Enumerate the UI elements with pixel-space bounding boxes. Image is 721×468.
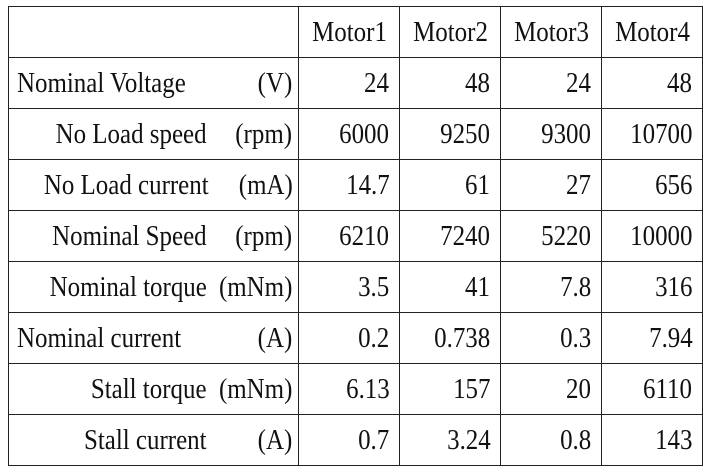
row-label-cell: Nominal torque (mNm) — [7, 261, 300, 313]
parameter-unit: (rpm) — [235, 219, 293, 252]
table-row: No Load current (mA) 14.7 61 27 656 — [7, 159, 704, 211]
parameter-name: Stall current — [84, 423, 207, 456]
row-label-cell: Nominal current (A) — [7, 312, 300, 364]
header-row: Motor1 Motor2 Motor3 Motor4 — [7, 6, 704, 58]
motor-spec-table-wrapper: Motor1 Motor2 Motor3 Motor4 Nominal Volt… — [7, 6, 704, 466]
value-cell: 316 — [601, 261, 704, 313]
value-cell: 6110 — [601, 363, 704, 415]
value-cell: 6210 — [298, 210, 401, 262]
motor-spec-table: Motor1 Motor2 Motor3 Motor4 Nominal Volt… — [7, 6, 704, 466]
value-cell: 20 — [500, 363, 603, 415]
parameter-unit: (mNm) — [218, 372, 293, 405]
row-label-cell: Stall current (A) — [7, 414, 300, 466]
value-cell: 10700 — [601, 108, 704, 160]
value-cell: 24 — [298, 57, 401, 109]
table-row: Nominal Voltage (V) 24 48 24 48 — [7, 57, 704, 109]
parameter-name: No Load current — [43, 168, 209, 201]
value-cell: 7.8 — [500, 261, 603, 313]
value-cell: 3.5 — [298, 261, 401, 313]
value-cell: 0.738 — [399, 312, 502, 364]
column-header-label: Motor1 — [311, 15, 387, 48]
value-cell: 6.13 — [298, 363, 401, 415]
value-cell: 9250 — [399, 108, 502, 160]
value-cell: 0.2 — [298, 312, 401, 364]
parameter-name: No Load speed — [56, 117, 207, 150]
parameter-unit: (rpm) — [235, 117, 293, 150]
table-row: Nominal Speed (rpm) 6210 7240 5220 10000 — [7, 210, 704, 262]
value-cell: 14.7 — [298, 159, 401, 211]
table-row: No Load speed (rpm) 6000 9250 9300 10700 — [7, 108, 704, 160]
table-row: Nominal current (A) 0.2 0.738 0.3 7.94 — [7, 312, 704, 364]
value-cell: 3.24 — [399, 414, 502, 466]
value-cell: 48 — [399, 57, 502, 109]
value-cell: 10000 — [601, 210, 704, 262]
value-cell: 27 — [500, 159, 603, 211]
value-cell: 24 — [500, 57, 603, 109]
value-cell: 157 — [399, 363, 502, 415]
corner-cell — [7, 6, 300, 58]
parameter-unit: (A) — [257, 423, 293, 456]
parameter-name: Nominal torque — [49, 270, 207, 303]
row-label-cell: Stall torque (mNm) — [7, 363, 300, 415]
parameter-unit: (mA) — [238, 168, 293, 201]
value-cell: 656 — [601, 159, 704, 211]
column-header-motor1: Motor1 — [298, 6, 401, 58]
value-cell: 0.7 — [298, 414, 401, 466]
table-row: Nominal torque (mNm) 3.5 41 7.8 316 — [7, 261, 704, 313]
column-header-motor2: Motor2 — [399, 6, 502, 58]
parameter-unit: (V) — [257, 66, 293, 99]
column-header-label: Motor3 — [513, 15, 589, 48]
parameter-name: Nominal Voltage — [17, 66, 186, 99]
value-cell: 7.94 — [601, 312, 704, 364]
parameter-name: Nominal Speed — [52, 219, 207, 252]
parameter-name: Stall torque — [91, 372, 207, 405]
value-cell: 7240 — [399, 210, 502, 262]
value-cell: 61 — [399, 159, 502, 211]
value-cell: 143 — [601, 414, 704, 466]
parameter-unit: (A) — [257, 321, 293, 354]
row-label-cell: No Load current (mA) — [7, 159, 300, 211]
table-row: Stall torque (mNm) 6.13 157 20 6110 — [7, 363, 704, 415]
parameter-name: Nominal current — [17, 321, 182, 354]
column-header-label: Motor2 — [412, 15, 488, 48]
parameter-unit: (mNm) — [218, 270, 293, 303]
row-label-cell: No Load speed (rpm) — [7, 108, 300, 160]
column-header-motor4: Motor4 — [601, 6, 704, 58]
value-cell: 0.3 — [500, 312, 603, 364]
column-header-motor3: Motor3 — [500, 6, 603, 58]
table-row: Stall current (A) 0.7 3.24 0.8 143 — [7, 414, 704, 466]
value-cell: 48 — [601, 57, 704, 109]
value-cell: 0.8 — [500, 414, 603, 466]
value-cell: 5220 — [500, 210, 603, 262]
row-label-cell: Nominal Speed (rpm) — [7, 210, 300, 262]
value-cell: 6000 — [298, 108, 401, 160]
row-label-cell: Nominal Voltage (V) — [7, 57, 300, 109]
column-header-label: Motor4 — [614, 15, 690, 48]
value-cell: 9300 — [500, 108, 603, 160]
value-cell: 41 — [399, 261, 502, 313]
